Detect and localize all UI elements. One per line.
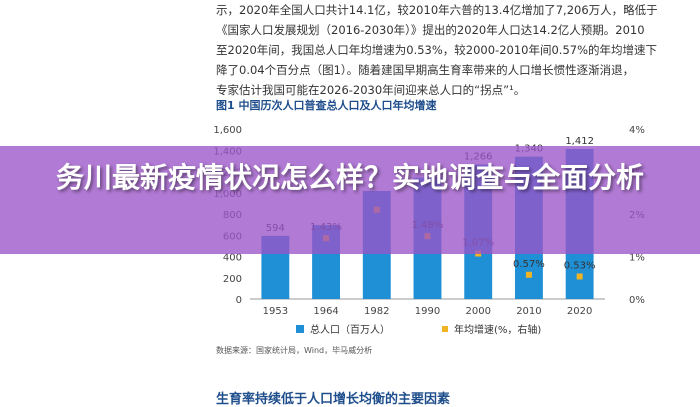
y-left-tick-label: 0 — [236, 295, 242, 306]
x-tick-label: 2020 — [567, 306, 592, 317]
legend-label-marker: 年均增速(%，右轴) — [454, 323, 541, 336]
growth-rate-label: 0.53% — [564, 260, 596, 271]
x-tick-label: 1964 — [313, 306, 338, 317]
legend-label-bar: 总人口（百万人） — [310, 323, 390, 336]
growth-rate-label: 0.57% — [513, 259, 545, 270]
paragraph-line: 示，2020年全国人口共计14.1亿，较2010年六普的13.4亿增加了7,20… — [216, 3, 658, 17]
legend-swatch-marker — [442, 326, 448, 332]
y-left-tick-label: 1,600 — [213, 125, 242, 136]
x-tick-label: 1953 — [263, 306, 288, 317]
legend-swatch-bar — [296, 325, 304, 333]
growth-rate-marker — [525, 271, 532, 278]
x-tick-label: 1990 — [415, 306, 440, 317]
figure-source: 数据来源：国家统计局，Wind，毕马威分析 — [216, 346, 373, 355]
growth-rate-marker — [576, 273, 583, 280]
article-paragraph: 示，2020年全国人口共计14.1亿，较2010年六普的13.4亿增加了7,20… — [216, 0, 658, 100]
y-right-tick-label: 1% — [629, 253, 645, 264]
bar-value-label: 1,412 — [565, 136, 594, 147]
banner-title: 务川最新疫情状况怎么样？实地调查与全面分析 — [55, 161, 644, 194]
x-tick-label: 2010 — [516, 306, 541, 317]
next-section-title: 生育率持续低于人口增长均衡的主要因素 — [216, 392, 451, 407]
y-right-tick-label: 4% — [629, 125, 645, 136]
figure-title: 图1 中国历次人口普查总人口及人口年均增速 — [216, 99, 437, 112]
paragraph-line: 至2020年间，我国总人口年均增速为0.53%，较2000-2010年间0.57… — [216, 43, 658, 57]
y-left-tick-label: 400 — [223, 253, 242, 264]
title-banner — [0, 146, 700, 254]
paragraph-line: 降了0.04个百分点（图1）。随着建国早期高生育率带来的人口增长惯性逐渐消退， — [216, 63, 635, 77]
y-left-tick-label: 200 — [223, 274, 242, 285]
x-tick-label: 1982 — [364, 306, 389, 317]
paragraph-line: 《国家人口发展规划（2016-2030年）》提出的2020年人口达14.2亿人预… — [216, 23, 645, 37]
paragraph-line: 专家估计我国可能在2026-2030年间迎来总人口的“拐点”¹。 — [216, 83, 526, 97]
x-tick-label: 2000 — [465, 306, 490, 317]
chart-legend: 总人口（百万人） 年均增速(%，右轴) — [296, 323, 541, 336]
y-right-tick-label: 0% — [629, 295, 645, 306]
